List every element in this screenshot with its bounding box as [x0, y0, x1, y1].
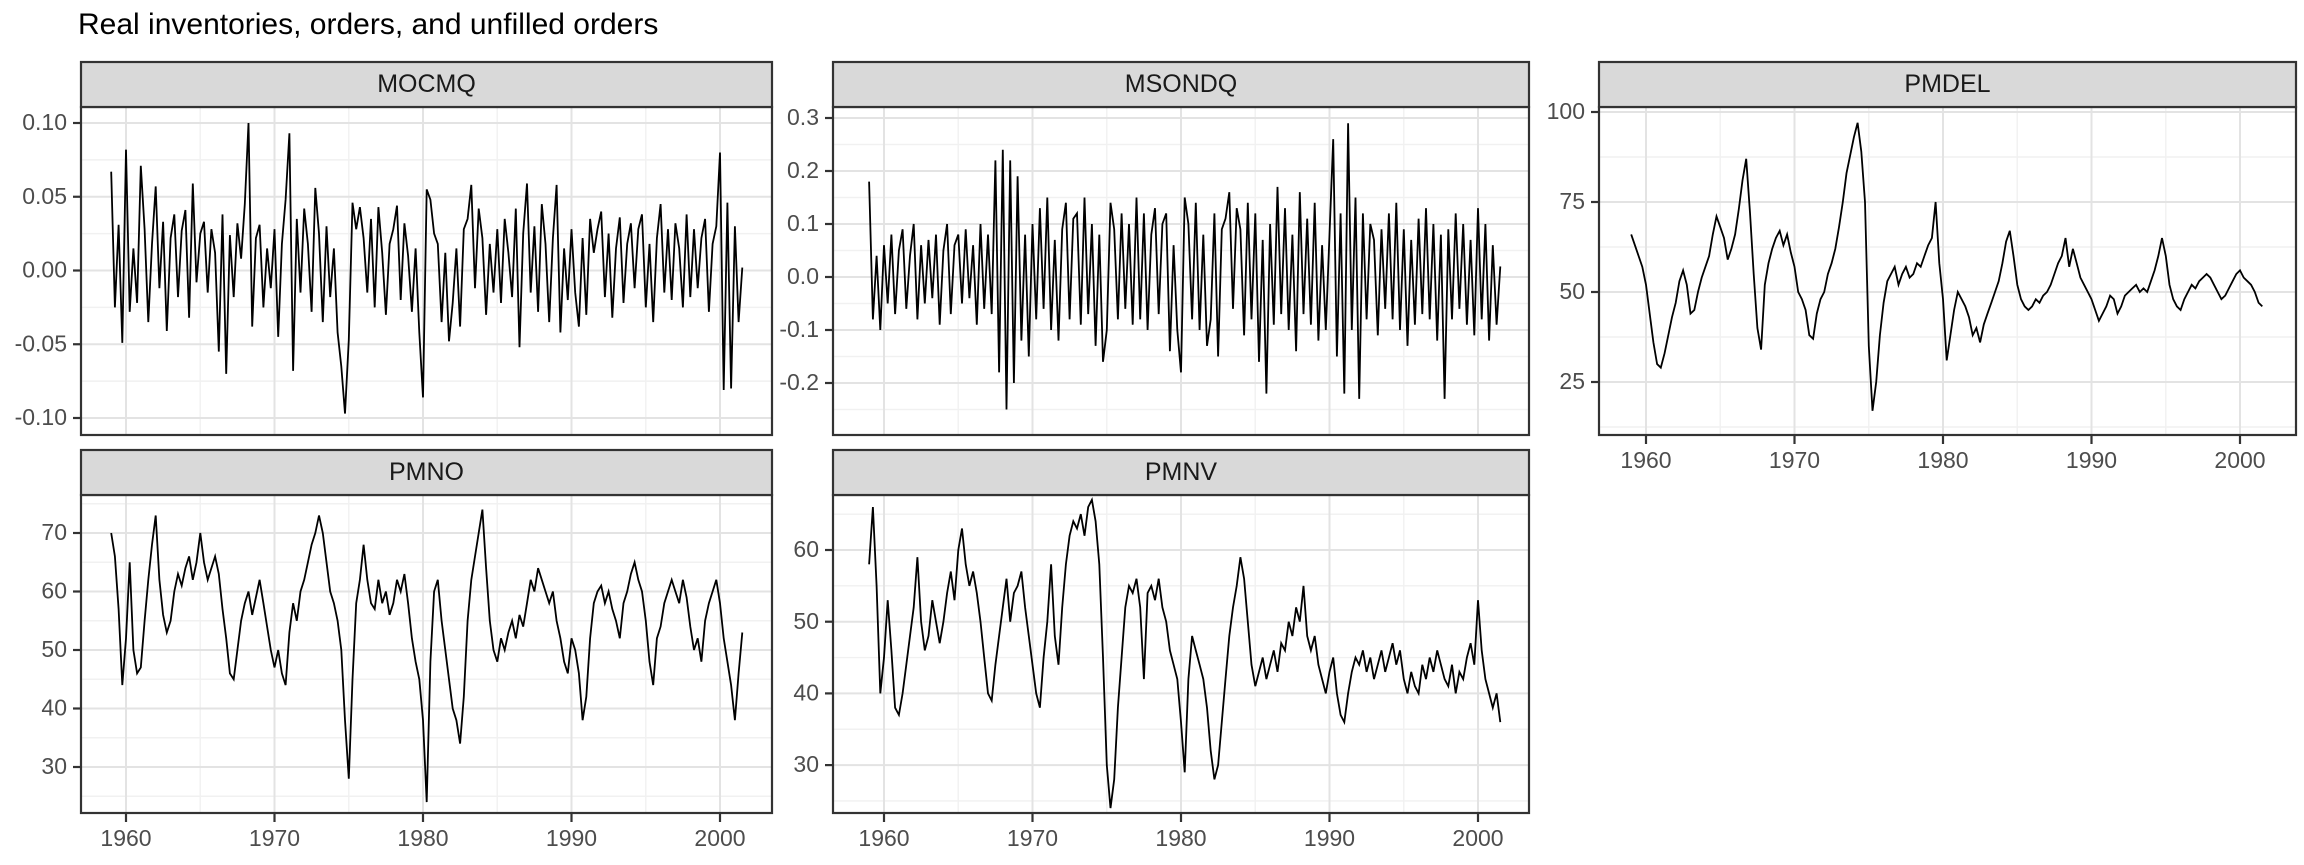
- y-tick-label: 0.10: [22, 109, 67, 135]
- y-tick-label: 60: [41, 578, 67, 604]
- facet-strip-label: MOCMQ: [377, 70, 476, 98]
- facet-strip-label: PMNO: [389, 458, 464, 486]
- series-line-MOCMQ: [110, 122, 744, 414]
- series-line-MSONDQ: [868, 123, 1502, 410]
- y-tick-label: 100: [1547, 98, 1585, 124]
- x-tick-label: 1980: [1155, 825, 1206, 851]
- y-tick-label: 50: [793, 608, 819, 634]
- y-tick-label: 0.00: [22, 257, 67, 283]
- x-tick-label: 2000: [2214, 447, 2265, 473]
- facet-strip: [1597, 60, 2298, 109]
- x-tick-label: 1960: [100, 825, 151, 851]
- series-line-PMNO: [110, 509, 744, 803]
- facet-strip: [831, 60, 1531, 109]
- y-tick-label: 30: [41, 753, 67, 779]
- y-tick-label: 0.1: [787, 210, 819, 236]
- x-tick-label: 2000: [1452, 825, 1503, 851]
- y-tick-label: 0.3: [787, 104, 819, 130]
- x-tick-label: 1970: [249, 825, 300, 851]
- y-tick-label: -0.10: [15, 404, 67, 430]
- y-tick-label: 0.0: [787, 263, 819, 289]
- y-tick-label: 0.05: [22, 183, 67, 209]
- panel-background: [1599, 107, 2296, 435]
- y-tick-label: -0.05: [15, 330, 67, 356]
- facet-strip: [79, 448, 774, 497]
- y-tick-label: 25: [1559, 368, 1585, 394]
- series-line-PMDEL: [1630, 122, 2263, 411]
- x-tick-label: 2000: [694, 825, 745, 851]
- x-tick-label: 1980: [1917, 447, 1968, 473]
- y-tick-label: 60: [793, 536, 819, 562]
- x-tick-label: 1960: [1620, 447, 1671, 473]
- y-tick-label: 70: [41, 519, 67, 545]
- x-tick-label: 1970: [1769, 447, 1820, 473]
- y-tick-label: 30: [793, 751, 819, 777]
- x-tick-label: 1970: [1007, 825, 1058, 851]
- page-title: Real inventories, orders, and unfilled o…: [78, 8, 659, 41]
- y-tick-label: 40: [793, 679, 819, 705]
- y-tick-label: 75: [1559, 188, 1585, 214]
- series-line-PMNV: [868, 496, 1502, 809]
- x-tick-label: 1990: [2066, 447, 2117, 473]
- y-tick-label: 50: [1559, 278, 1585, 304]
- x-tick-label: 1960: [858, 825, 909, 851]
- facet-strip: [831, 448, 1531, 497]
- facet-strip: [79, 60, 774, 109]
- facet-strip-label: PMNV: [1145, 458, 1218, 486]
- y-tick-label: -0.1: [779, 316, 819, 342]
- panel-background: [81, 495, 772, 813]
- x-tick-label: 1990: [1304, 825, 1355, 851]
- facet-strip-label: PMDEL: [1904, 70, 1990, 98]
- y-tick-label: -0.2: [779, 369, 819, 395]
- x-tick-label: 1990: [546, 825, 597, 851]
- y-tick-label: 40: [41, 695, 67, 721]
- y-tick-label: 0.2: [787, 157, 819, 183]
- x-tick-label: 1980: [397, 825, 448, 851]
- y-tick-label: 50: [41, 636, 67, 662]
- facet-strip-label: MSONDQ: [1125, 70, 1238, 98]
